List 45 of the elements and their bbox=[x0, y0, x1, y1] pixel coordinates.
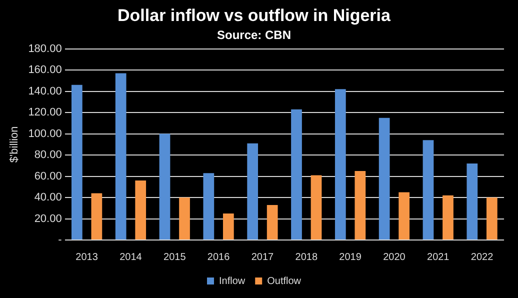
bar bbox=[159, 134, 170, 240]
bar bbox=[378, 118, 390, 240]
y-tick-label: 40.00 bbox=[34, 192, 62, 204]
bar bbox=[222, 213, 234, 240]
y-tick-label: 80.00 bbox=[34, 149, 62, 162]
bar bbox=[91, 193, 102, 240]
x-tick-label: 2013 bbox=[76, 252, 98, 263]
bar bbox=[179, 198, 190, 240]
bar bbox=[422, 140, 434, 240]
y-tick-label: 120.00 bbox=[28, 106, 62, 119]
y-tick-label: 160.00 bbox=[28, 64, 62, 76]
legend-label: Inflow bbox=[218, 276, 246, 287]
bar bbox=[247, 143, 258, 240]
bar bbox=[442, 195, 454, 240]
bar bbox=[354, 170, 366, 240]
y-tick-label: 60.00 bbox=[34, 170, 62, 182]
bar bbox=[71, 84, 82, 240]
bar bbox=[291, 109, 302, 240]
x-tick-label: 2016 bbox=[207, 252, 230, 263]
bar bbox=[398, 192, 410, 240]
x-tick-label: 2019 bbox=[339, 252, 362, 263]
x-tick-label: 2021 bbox=[427, 252, 450, 263]
bar bbox=[115, 73, 126, 240]
bar bbox=[334, 89, 346, 240]
y-tick-label: 140.00 bbox=[28, 85, 62, 98]
y-tick-label: 100.00 bbox=[28, 128, 62, 140]
x-tick-label: 2022 bbox=[470, 252, 494, 263]
y-axis-title: $'billion bbox=[8, 126, 21, 163]
chart-title: Dollar inflow vs outflow in Nigeria bbox=[118, 6, 392, 25]
bar bbox=[310, 175, 322, 240]
bar bbox=[486, 198, 498, 240]
x-tick-label: 2015 bbox=[164, 252, 186, 263]
chart-subtitle: Source: CBN bbox=[216, 28, 292, 42]
x-tick-label: 2014 bbox=[120, 252, 142, 263]
x-tick-label: 2020 bbox=[383, 252, 406, 263]
bar bbox=[135, 180, 146, 240]
y-tick-label: 20.00 bbox=[34, 212, 62, 225]
bar bbox=[266, 204, 278, 240]
y-tick-label: 180.00 bbox=[28, 42, 62, 55]
x-tick-label: 2018 bbox=[295, 252, 318, 263]
legend-label: Outflow bbox=[267, 276, 302, 287]
x-tick-label: 2017 bbox=[251, 252, 274, 263]
y-tick-label: - bbox=[58, 234, 62, 246]
bar bbox=[466, 164, 478, 240]
bar bbox=[203, 173, 214, 240]
